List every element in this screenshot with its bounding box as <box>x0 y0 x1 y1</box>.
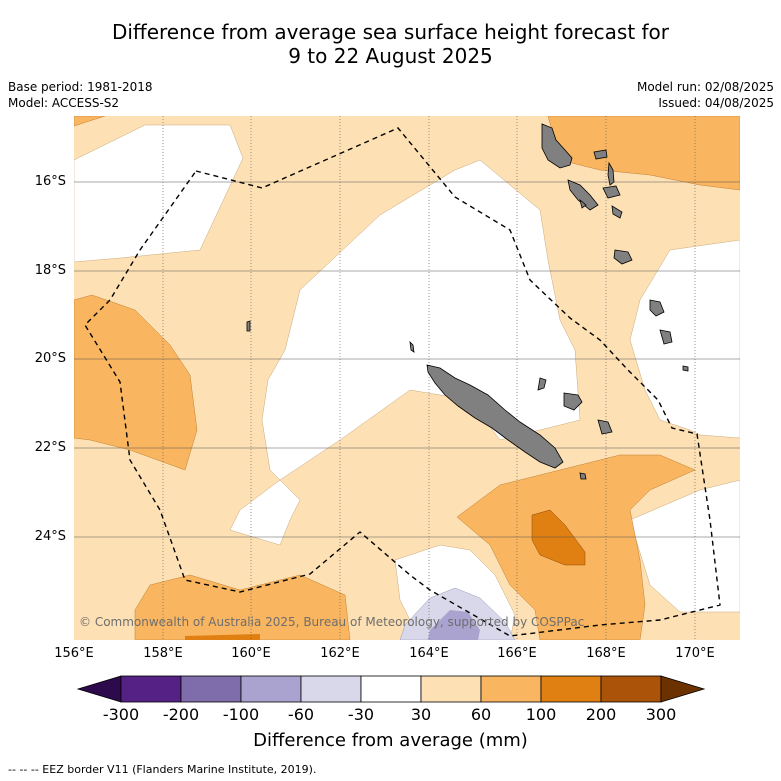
loyalty-ouvea-land <box>537 377 547 391</box>
anomaly-neg-60-100-region <box>428 610 480 640</box>
anomaly-60-100-northwest-corner <box>74 116 106 127</box>
colorbar-bin-2 <box>180 675 242 703</box>
graticule <box>162 116 696 640</box>
colorbar-tick-label: -60 <box>287 705 315 724</box>
anomaly-60-100-west <box>74 294 198 471</box>
neutral-region-central <box>229 159 581 546</box>
title-line-1: Difference from average sea surface heig… <box>111 20 670 44</box>
colorbar <box>76 675 706 703</box>
colorbar-tick-label: -200 <box>162 705 200 724</box>
neutral-region-north <box>74 124 244 263</box>
colorbar-title: Difference from average (mm) <box>253 730 528 751</box>
issued-date: Issued: 04/08/2025 <box>658 96 774 110</box>
anomaly-60-100-south <box>134 574 351 640</box>
lon-label-164e: 164°E <box>409 646 449 661</box>
colorbar-extend-high <box>660 675 706 703</box>
anomaly-100-200-south-sliver <box>185 634 260 640</box>
vanuatu-efate-land <box>613 249 633 265</box>
title-line-2: 9 to 22 August 2025 <box>288 44 493 68</box>
loyalty-mare-land <box>597 419 613 435</box>
eez-border <box>84 127 721 637</box>
colorbar-bin-4 <box>300 675 362 703</box>
colorbar-bin-5 <box>360 675 422 703</box>
hunter-island <box>682 365 689 372</box>
lat-label-22s: 22°S <box>34 440 66 455</box>
neutral-region-southeast <box>629 479 740 613</box>
colorbar-bin-9 <box>600 675 662 703</box>
vanuatu-espiritu-santo-land <box>541 123 573 169</box>
colorbar-tick-label: 100 <box>525 705 557 724</box>
walpole-island <box>579 472 587 480</box>
vanuatu-small-island-2 <box>579 198 587 209</box>
lon-label-168e: 168°E <box>586 646 626 661</box>
colorbar-bin-6 <box>420 675 482 703</box>
vanuatu-ambae-land <box>593 149 608 160</box>
tanna-land <box>649 299 665 317</box>
lon-label-156e: 156°E <box>54 646 94 661</box>
colorbar-bin-8 <box>540 675 602 703</box>
land-masses <box>246 123 689 480</box>
lon-label-162e: 162°E <box>320 646 360 661</box>
loyalty-lifou-land <box>563 392 583 411</box>
lon-label-158e: 158°E <box>143 646 183 661</box>
colorbar-extend-low <box>76 675 122 703</box>
colorbar-tick-label: -30 <box>347 705 375 724</box>
colorbar-tick-label: 30 <box>410 705 432 724</box>
belep-islet <box>409 340 415 353</box>
lon-label-160e: 160°E <box>231 646 271 661</box>
lat-label-16s: 16°S <box>34 174 66 189</box>
neutral-region-east <box>629 239 740 439</box>
model-name: Model: ACCESS-S2 <box>8 96 120 110</box>
chesterfield-islet <box>246 320 251 332</box>
colorbar-bin-1 <box>120 675 182 703</box>
colorbar-tick-label: -100 <box>222 705 260 724</box>
anomaly-100-200-region <box>531 509 586 566</box>
colorbar-tick-label: -300 <box>102 705 140 724</box>
colorbar-bin-3 <box>240 675 302 703</box>
copyright-notice: © Commonwealth of Australia 2025, Bureau… <box>79 615 585 629</box>
lat-label-24s: 24°S <box>34 529 66 544</box>
lon-label-170e: 170°E <box>675 646 715 661</box>
latitude-lines <box>74 181 740 538</box>
base-period: Base period: 1981-2018 <box>8 80 153 94</box>
colorbar-tick-label: 60 <box>470 705 492 724</box>
colorbar-tick-label: 300 <box>645 705 677 724</box>
vanuatu-malakula-land <box>567 179 599 211</box>
vanuatu-pentecost-land <box>607 161 615 186</box>
eez-legend: -- -- -- EEZ border V11 (Flanders Marine… <box>8 763 317 776</box>
vanuatu-epi-land <box>602 185 621 199</box>
model-run: Model run: 02/08/2025 <box>636 80 774 94</box>
lon-label-166e: 166°E <box>497 646 537 661</box>
lat-label-18s: 18°S <box>34 263 66 278</box>
colorbar-tick-label: 200 <box>585 705 617 724</box>
colorbar-bin-7 <box>480 675 542 703</box>
map-plot-area <box>74 116 740 640</box>
lat-label-20s: 20°S <box>34 351 66 366</box>
vanuatu-small-island-1 <box>611 205 623 219</box>
aneityum-land <box>659 329 673 345</box>
new-caledonia-land <box>426 364 564 469</box>
